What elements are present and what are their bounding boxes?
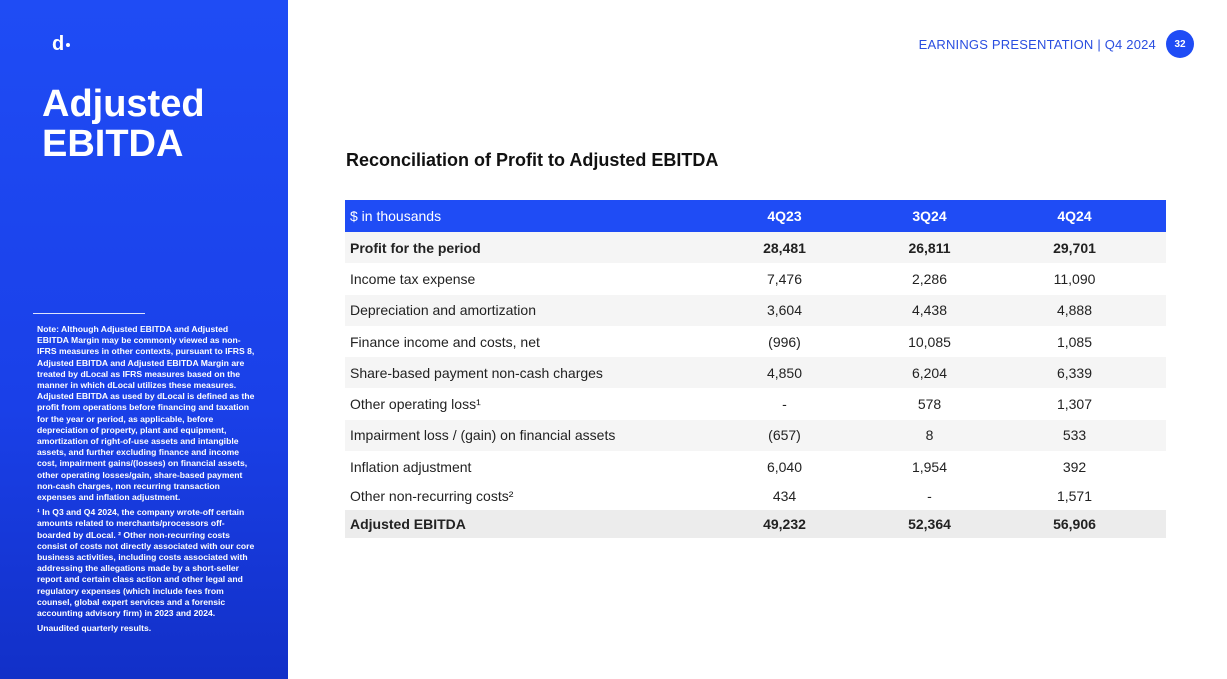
logo-text: d [52,33,65,55]
row-value: - [782,396,787,413]
row-value: 4,850 [766,364,803,381]
presentation-title: EARNINGS PRESENTATION | Q4 2024 [918,36,1156,52]
row-label: Depreciation and amortization [350,302,536,319]
row-value: 1,307 [1056,396,1093,413]
footnotes: Note: Although Adjusted EBITDA and Adjus… [37,324,255,638]
table-row: Other operating loss¹ - 578 1,307 [345,388,1166,419]
header-cell: 4Q24 [1057,208,1092,224]
row-value: 6,204 [911,364,948,381]
row-value: 2,286 [911,270,948,287]
row-value: 3,604 [766,302,803,319]
row-value: - [927,488,932,505]
header-cell: 3Q24 [912,208,947,224]
title-line-2: EBITDA [42,123,184,165]
row-value: 4,438 [911,302,948,319]
table-row: Income tax expense 7,476 2,286 11,090 [345,263,1166,294]
row-label: Profit for the period [350,239,481,256]
row-value: 49,232 [763,516,806,533]
sidebar-panel: d Adjusted EBITDA Note: Although Adjuste… [0,0,288,679]
row-value: 11,090 [1053,270,1096,287]
row-value: 7,476 [766,270,803,287]
row-label: Other operating loss¹ [350,396,481,413]
row-label: Impairment loss / (gain) on financial as… [350,427,616,444]
row-value: 533 [1062,427,1087,444]
table-row: Finance income and costs, net (996) 10,0… [345,326,1166,357]
row-value: 1,954 [911,458,948,475]
table-row: Depreciation and amortization 3,604 4,43… [345,294,1166,326]
title-line-1: Adjusted [42,83,205,125]
table-row: Impairment loss / (gain) on financial as… [345,419,1166,452]
row-value: 4,888 [1056,302,1093,319]
row-value: 10,085 [908,333,951,350]
note-footnotes: ¹ In Q3 and Q4 2024, the company wrote-o… [37,507,255,619]
row-value: 56,906 [1053,516,1096,533]
row-label: Share-based payment non-cash charges [350,364,603,381]
row-value: 6,339 [1056,364,1093,381]
table-row: Profit for the period 28,481 26,811 29,7… [345,232,1166,264]
row-value: 434 [772,488,797,505]
row-value: 392 [1062,458,1087,475]
header-cell: $ in thousands [350,208,442,224]
row-label: Income tax expense [350,270,476,287]
notes-divider [33,313,145,314]
dlocal-logo: d [52,32,71,56]
logo-dot [66,42,71,47]
table-header-row: $ in thousands 4Q23 3Q24 4Q24 [345,200,1166,232]
note-unaudited: Unaudited quarterly results. [37,623,152,634]
table-row: Share-based payment non-cash charges 4,8… [345,357,1166,389]
reconciliation-table: $ in thousands 4Q23 3Q24 4Q24 Profit for… [345,200,1166,539]
row-value: 8 [925,427,934,444]
header: EARNINGS PRESENTATION | Q4 2024 32 [919,30,1194,58]
row-label: Other non-recurring costs² [350,488,514,505]
table-row: Other non-recurring costs² 434 - 1,571 [345,482,1166,510]
row-label: Adjusted EBITDA [350,516,466,533]
table-row: Inflation adjustment 6,040 1,954 392 [345,451,1166,482]
row-value: (657) [768,427,801,444]
row-value: 28,481 [763,239,806,256]
header-cell: 4Q23 [767,208,802,224]
page-title: Adjusted EBITDA [42,84,272,164]
row-value: 1,571 [1056,488,1093,505]
table-total-row: Adjusted EBITDA 49,232 52,364 56,906 [345,510,1166,539]
row-value: 52,364 [908,516,951,533]
row-value: 26,811 [908,239,951,256]
row-label: Inflation adjustment [350,458,472,475]
row-value: 1,085 [1056,333,1093,350]
row-value: 29,701 [1053,239,1096,256]
note-ifrs: Note: Although Adjusted EBITDA and Adjus… [37,324,255,503]
row-value: 6,040 [766,458,803,475]
row-label: Finance income and costs, net [350,333,540,350]
row-value: 578 [917,396,942,413]
page-number-badge: 32 [1166,30,1194,58]
row-value: (996) [768,333,801,350]
section-title: Reconciliation of Profit to Adjusted EBI… [346,150,719,170]
